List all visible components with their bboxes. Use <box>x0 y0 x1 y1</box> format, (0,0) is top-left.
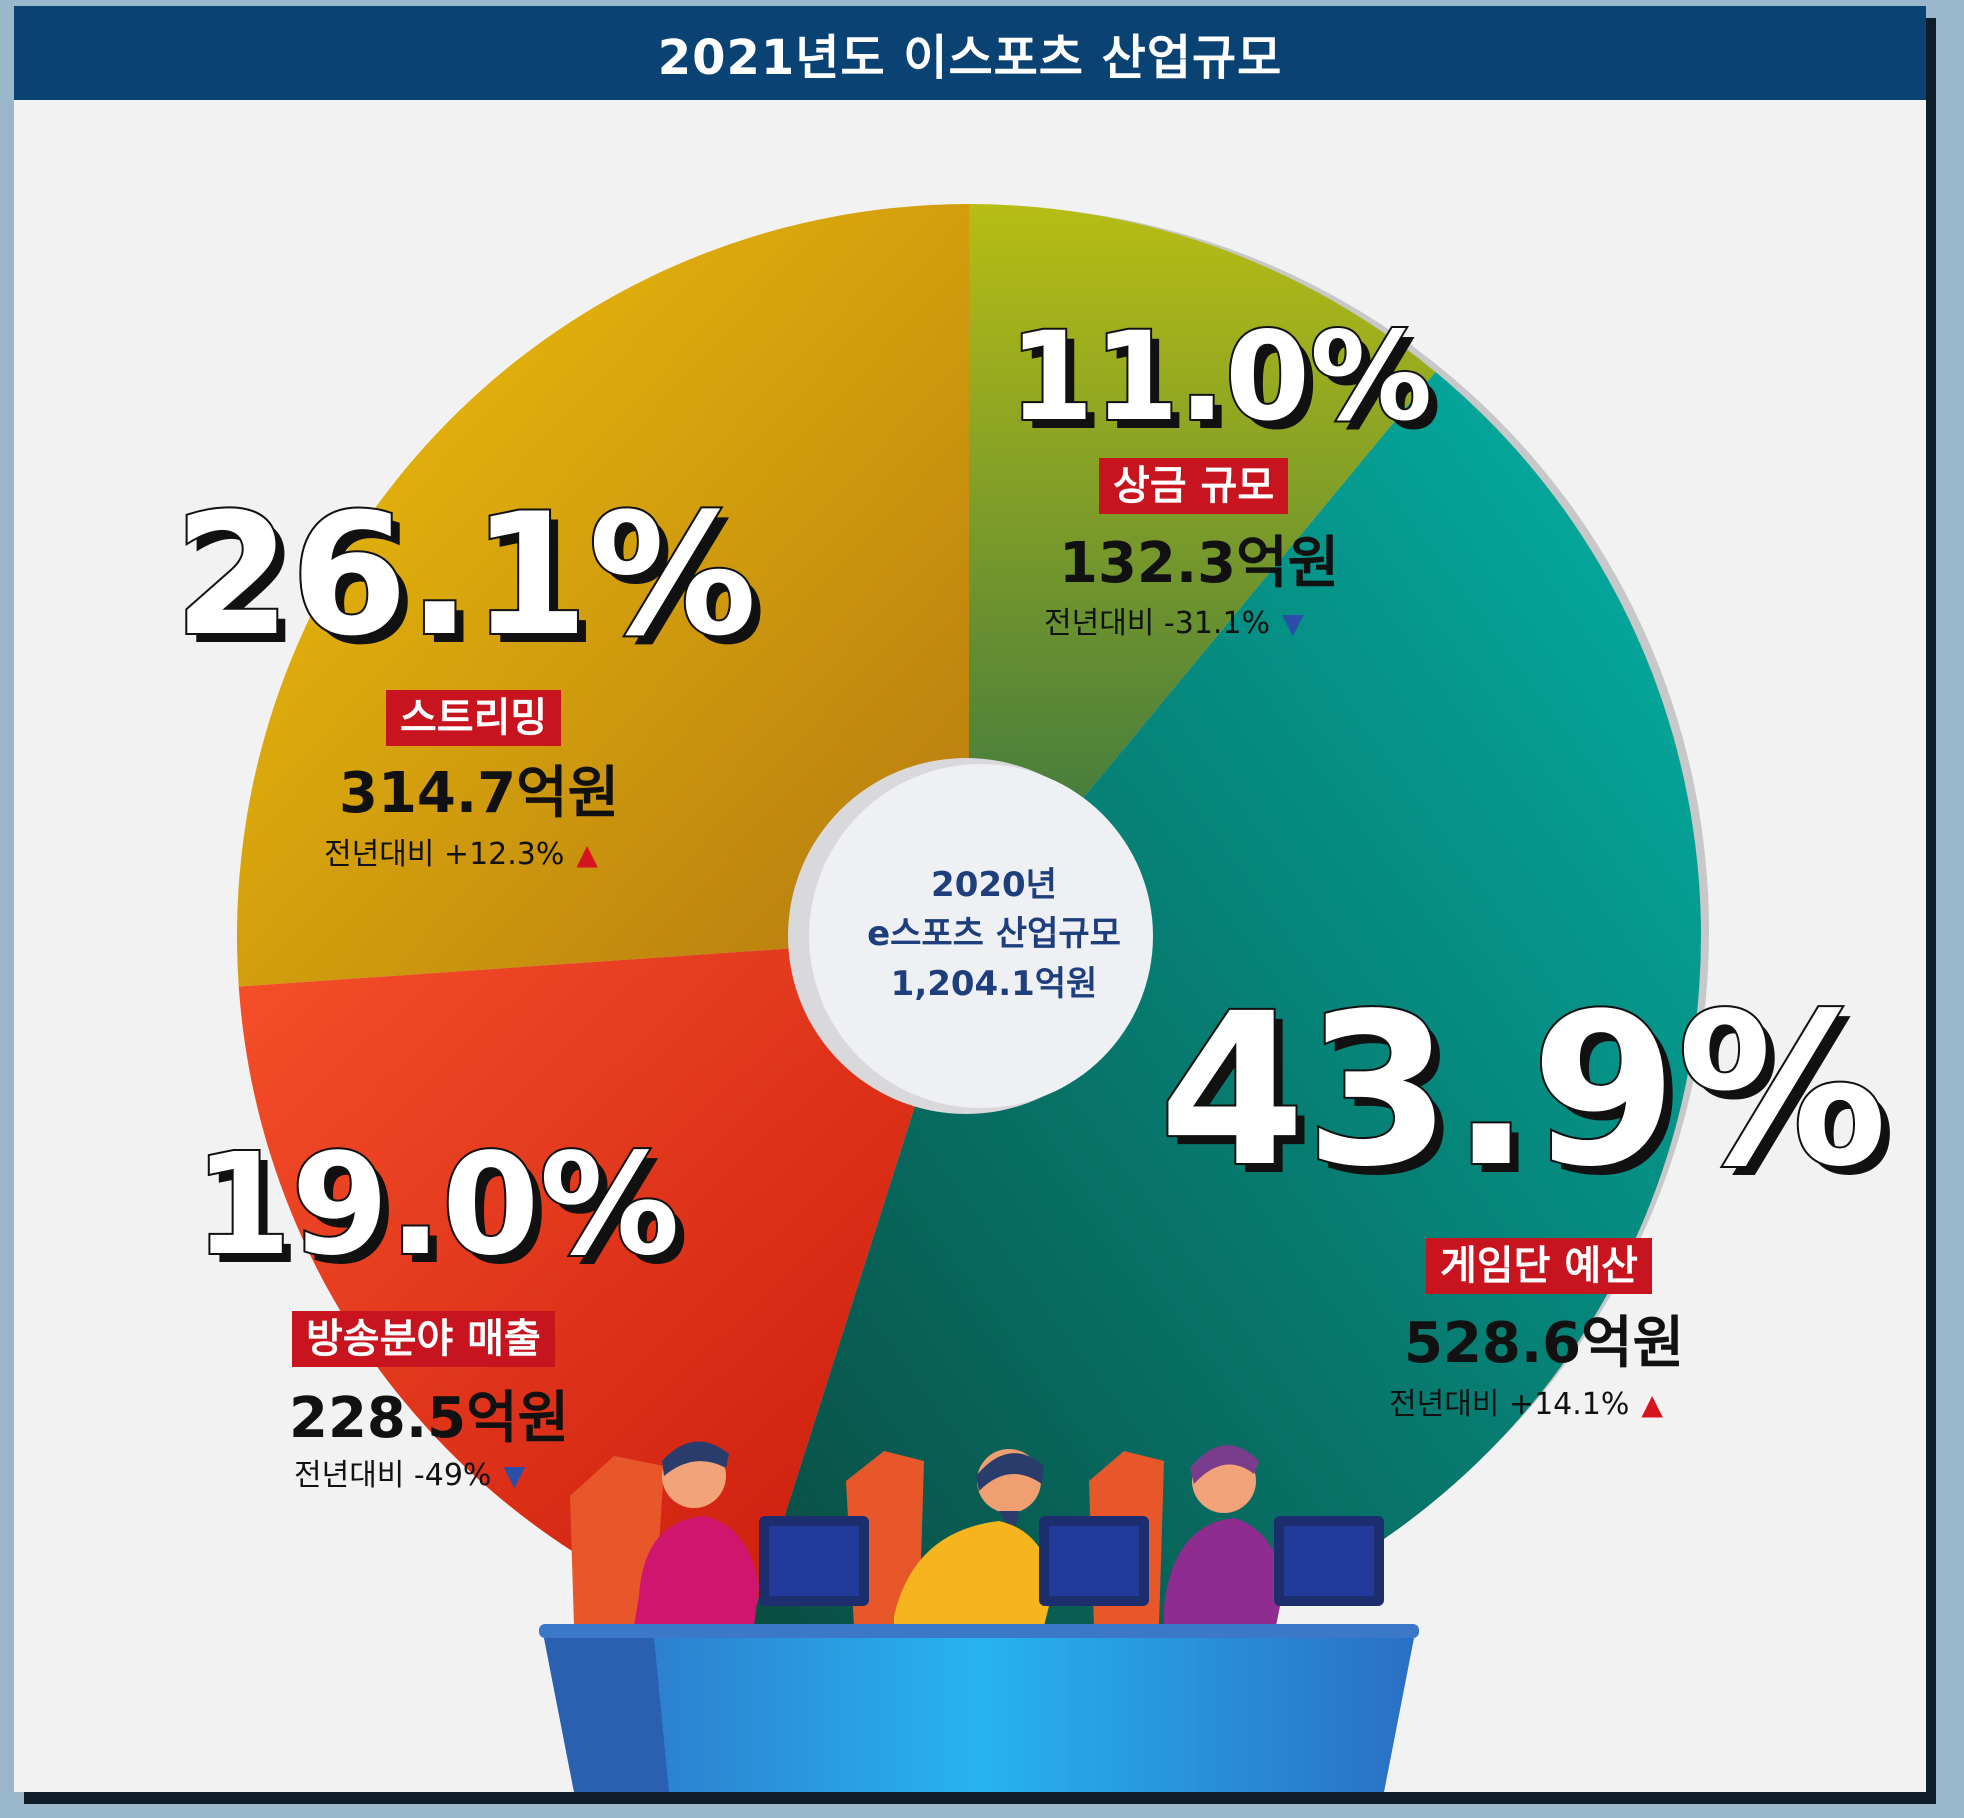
pie-slice-broadcast <box>238 936 969 1634</box>
slice-yoy-text-broadcast: 전년대비 -49% <box>294 1458 492 1493</box>
pie-slice-streaming <box>237 204 969 987</box>
center-year: 2020년 <box>931 865 1057 905</box>
center-caption: e스포츠 산업규모 <box>867 914 1121 955</box>
down-triangle-icon: ▼ <box>1282 607 1304 640</box>
center-hole <box>809 764 1153 1108</box>
slice-amount-team: 528.6억원 <box>1404 1311 1685 1376</box>
slice-amount-streaming: 314.7억원 <box>339 761 620 826</box>
slice-yoy-text-streaming: 전년대비 +12.3% <box>324 837 565 872</box>
slice-yoy-team: 전년대비 +14.1% ▲ <box>1389 1390 1663 1420</box>
slice-label-broadcast: 방송분야 매출 <box>292 1311 555 1367</box>
slice-percent-streaming: 26.1% <box>172 477 759 673</box>
chart-title: 2021년도 이스포츠 산업규모 <box>657 30 1283 86</box>
slice-yoy-text-team: 전년대비 +14.1% <box>1389 1387 1630 1422</box>
title-bar: 2021년도 이스포츠 산업규모 <box>14 6 1926 100</box>
gamers-illustration <box>539 1441 1419 1792</box>
center-summary: 2020년 e스포츠 산업규모 1,204.1억원 <box>794 861 1194 1009</box>
slice-label-streaming: 스트리밍 <box>386 690 562 746</box>
slice-percent-team: 43.9% <box>1157 968 1890 1213</box>
pie-slice-team <box>747 371 1702 1668</box>
slice-percent-broadcast: 19.0% <box>192 1124 682 1287</box>
slice-label-team: 게임단 예산 <box>1426 1238 1652 1294</box>
infographic-frame: 2021년도 이스포츠 산업규모 <box>14 6 1926 1792</box>
slice-yoy-streaming: 전년대비 +12.3% ▲ <box>324 840 598 870</box>
down-triangle-icon: ▼ <box>503 1459 525 1492</box>
slice-yoy-text-prize: 전년대비 -31.1% <box>1044 606 1271 641</box>
slice-amount-broadcast: 228.5억원 <box>289 1386 570 1451</box>
up-triangle-icon: ▲ <box>576 838 598 871</box>
center-total: 1,204.1억원 <box>890 963 1098 1004</box>
slice-amount-prize: 132.3억원 <box>1059 531 1340 596</box>
up-triangle-icon: ▲ <box>1641 1388 1663 1421</box>
slice-percent-prize: 11.0% <box>1007 306 1434 448</box>
slice-label-prize: 상금 규모 <box>1099 458 1289 514</box>
slice-yoy-prize: 전년대비 -31.1% ▼ <box>1044 609 1304 639</box>
slice-yoy-broadcast: 전년대비 -49% ▼ <box>294 1461 525 1491</box>
pie-chart <box>237 204 1709 1792</box>
pie-slice-prize <box>969 204 1436 936</box>
